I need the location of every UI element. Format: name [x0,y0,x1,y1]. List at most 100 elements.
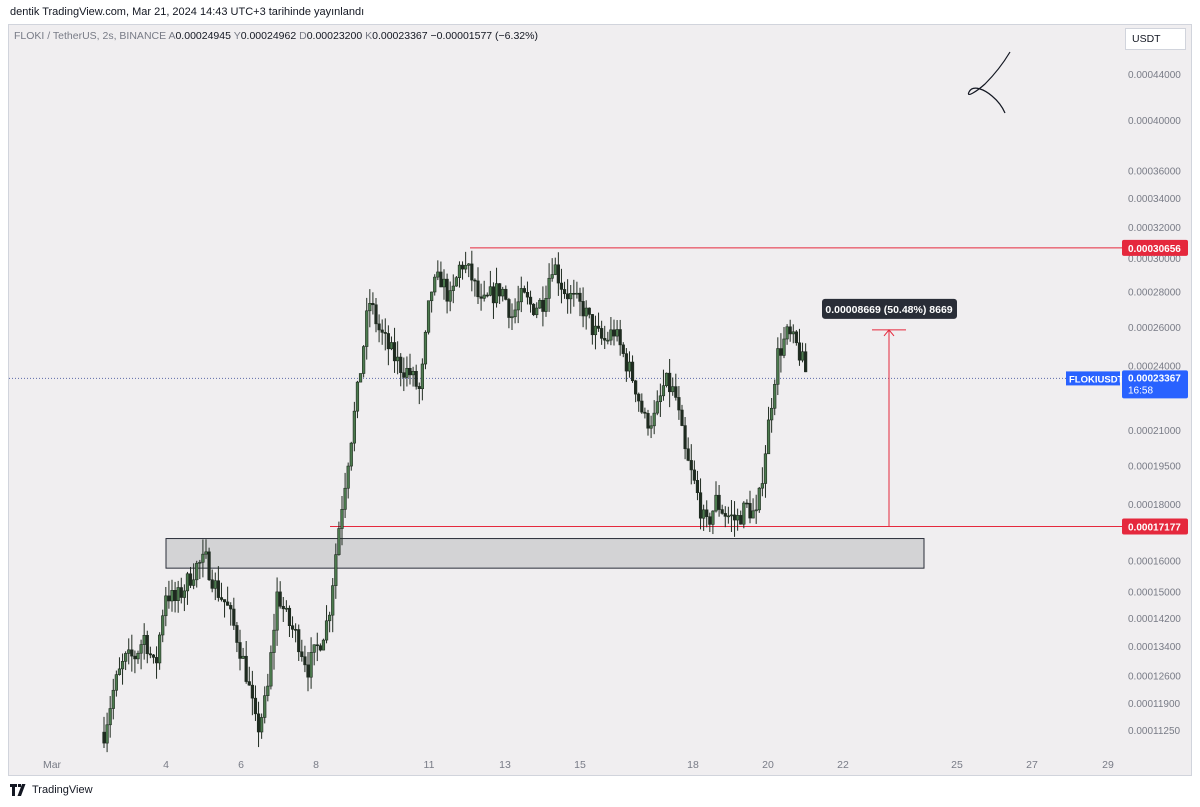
candle-body [145,634,149,655]
candle [151,654,156,664]
chart-frame[interactable] [8,24,1192,776]
candle-body [562,289,567,295]
candle-body [142,634,146,645]
candle-body [742,502,746,525]
candle [111,678,115,720]
candle-body [590,314,594,336]
candle [467,263,471,278]
candle [355,380,360,419]
candle-body [294,629,298,631]
candle [630,355,635,383]
candle [609,316,613,346]
candle [176,580,180,613]
candle [386,325,390,366]
candle-body [748,503,752,519]
candle-body [216,580,220,598]
candle [343,472,347,519]
candle [108,696,112,738]
support-zone [165,538,925,569]
candle-body [334,554,338,586]
candle [253,685,258,721]
candle [528,290,533,313]
candle-body [624,353,628,372]
candle [349,441,353,471]
candle [643,407,647,419]
candle [127,638,131,665]
candle [785,324,789,345]
candle [216,566,220,602]
candle [562,281,567,299]
candle [402,357,406,392]
candle-body [352,410,356,444]
candle [433,274,437,296]
candle-body [392,342,397,362]
candle [522,285,526,294]
candle-body [680,409,684,426]
candle-body [714,494,718,512]
candle-body [726,515,730,518]
candle [405,356,409,387]
candle-body [785,326,789,340]
candle [708,512,712,532]
candle [618,319,622,356]
candle-body [603,338,607,341]
candle [334,543,338,599]
y-tick-label: 0.00036000 [1128,167,1181,178]
candle-body [263,695,267,718]
candle [380,319,384,345]
candle-body [553,264,557,275]
candle [148,646,152,659]
tradingview-logo-icon [10,784,26,797]
y-tick-label: 0.00019500 [1128,461,1181,472]
candle [535,302,539,319]
candle-body [284,607,288,610]
candle-body [593,325,598,336]
candle-body [300,651,304,658]
candle [167,580,171,609]
candle-body [448,290,452,302]
candle [572,279,576,307]
candle-body [606,339,610,342]
open-value: 0.00024945 [175,30,231,42]
candle [272,613,276,670]
candle [358,373,363,383]
candle-body [751,510,755,519]
candle [362,345,366,378]
candle-body [705,509,709,518]
candle [596,312,601,332]
candle-body [671,386,675,393]
candle-body [377,323,381,331]
y-tick-label: 0.00016000 [1128,557,1181,568]
candle-body [278,591,282,607]
candle [331,578,335,633]
candle-body [290,625,295,630]
candle [371,292,375,315]
candle-body [708,516,712,525]
candle-body [133,655,137,660]
candle [213,572,217,601]
candle-body [711,510,715,525]
candle [677,386,681,420]
candle-body [736,515,740,521]
candle [603,325,607,350]
candle-body [389,342,394,350]
x-tick-label: 13 [499,759,511,771]
y-tick-label: 0.00012600 [1128,671,1181,682]
candle-body [640,400,644,413]
candle-body [618,329,622,346]
candle [791,324,795,344]
candle-body [550,274,554,279]
candle [321,638,326,651]
candle-body [621,344,625,354]
candle [569,284,573,314]
candle-body [253,697,258,715]
currency-button[interactable]: USDT [1125,28,1186,50]
candle-body [702,509,706,519]
y-tick-label: 0.00015000 [1128,588,1181,599]
candle-body [275,591,279,631]
candle [640,393,644,414]
candle [779,333,783,373]
candle-body [519,288,523,303]
candle [188,566,193,589]
